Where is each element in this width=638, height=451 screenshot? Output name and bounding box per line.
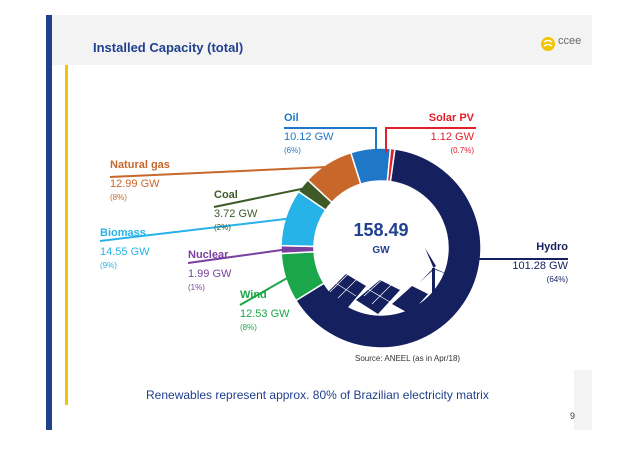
corner-band: [574, 370, 592, 430]
slice-label-oil: Oil 10.12 GW (6%): [284, 113, 354, 155]
slice-value: 12.53 GW: [240, 308, 290, 320]
slice-label-nuclear: Nuclear 1.99 GW (1%): [188, 250, 231, 292]
page-number: 9: [570, 411, 576, 421]
leader-line-nuclear: [187, 248, 286, 264]
slice-value: 1.99 GW: [188, 268, 232, 280]
center-total-unit: GW: [372, 245, 390, 256]
slice-name: Natural gas: [110, 159, 170, 171]
center-total: 158.49 GW: [345, 220, 417, 256]
slice-value: 14.55 GW: [100, 246, 150, 258]
logo-text: ccee: [558, 35, 582, 47]
slice-value: 12.99 GW: [110, 178, 160, 190]
leader-line-natural-gas: [109, 165, 330, 178]
source-note: Source: ANEEL (as in Apr/18): [355, 354, 461, 363]
leader-line-wind: [239, 275, 290, 306]
slice-solar-pv: [386, 147, 396, 183]
slice-value: 10.12 GW: [284, 131, 334, 143]
center-total-value: 158.49: [353, 220, 409, 240]
slice-percent: (9%): [100, 261, 117, 270]
slice-percent: (1%): [188, 283, 205, 292]
page-title: Installed Capacity (total): [93, 40, 244, 55]
leader-line-oil: [284, 127, 377, 153]
slice-name: Coal: [214, 189, 238, 201]
header-band: [46, 15, 592, 65]
slice-value: 1.12 GW: [430, 131, 474, 143]
slice-percent: (64%): [546, 275, 568, 284]
leader-line-solar-pv: [385, 127, 476, 153]
slice-name: Nuclear: [188, 249, 229, 261]
slice-percent: (8%): [110, 193, 127, 202]
slice-label-biomass: Biomass 14.55 GW (9%): [100, 228, 150, 270]
slice-name: Solar PV: [428, 112, 474, 124]
slice-percent: (2%): [214, 223, 231, 232]
ccee-logo-icon: [541, 37, 555, 51]
leader-line-coal: [213, 187, 307, 208]
slice-label-solar-pv: Solar PV 1.12 GW (0.7%): [410, 113, 474, 155]
slice-percent: (6%): [284, 146, 301, 155]
slice-value: 101.28 GW: [512, 260, 568, 272]
slice-percent: (0.7%): [450, 146, 474, 155]
accent-bar-blue: [46, 15, 52, 430]
slice-name: Wind: [240, 289, 267, 301]
slice-label-hydro: Hydro 101.28 GW (64%): [490, 242, 568, 284]
slice-value: 3.72 GW: [214, 208, 258, 220]
slice-label-coal: Coal 3.72 GW (2%): [214, 190, 257, 232]
slice-name: Biomass: [100, 227, 146, 239]
slice-name: Hydro: [536, 241, 568, 253]
slice-label-natural-gas: Natural gas 12.99 GW (8%): [110, 160, 170, 202]
renewables-illustration-icon: [322, 248, 452, 314]
slice-name: Oil: [284, 112, 299, 124]
footnote: Renewables represent approx. 80% of Braz…: [146, 388, 489, 402]
accent-bar-yellow: [65, 65, 68, 405]
leader-line-biomass: [99, 217, 290, 242]
slice-label-wind: Wind 12.53 GW (8%): [240, 290, 290, 332]
slice-percent: (8%): [240, 323, 257, 332]
